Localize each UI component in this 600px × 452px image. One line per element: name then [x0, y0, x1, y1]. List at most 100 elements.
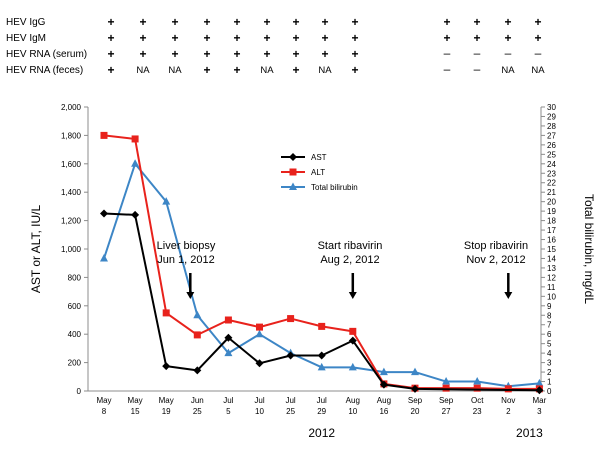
right-y-tick-label: 0 [547, 387, 552, 396]
status-cell: + [351, 47, 358, 61]
status-cell: + [473, 15, 480, 29]
ast-point [411, 384, 419, 393]
right-y-tick-label: 21 [547, 188, 556, 197]
left-y-tick-label: 400 [68, 330, 82, 339]
right-y-tick-label: 25 [547, 150, 556, 159]
status-cell: + [321, 15, 328, 29]
status-cell: + [534, 15, 541, 29]
status-cell: + [351, 15, 358, 29]
legend-item-ast: AST [281, 153, 327, 162]
total-bilirubin-point [317, 362, 326, 371]
total-bilirubin-point [224, 348, 233, 357]
ast-line [103, 212, 540, 392]
year-labels: 2012 2013 [308, 426, 543, 440]
ast-point [255, 359, 264, 368]
total-bilirubin-point [131, 159, 140, 167]
total-bilirubin-point [193, 310, 202, 319]
total-bilirubin-point [473, 377, 482, 385]
status-cell: + [321, 47, 328, 61]
annotation-line-2: Aug 2, 2012 [320, 254, 379, 266]
legend-item-alt: ALT [281, 168, 325, 177]
right-y-tick-label: 10 [547, 292, 556, 301]
year-label: 2013 [516, 426, 543, 440]
status-cell: + [139, 47, 146, 61]
year-label: 2012 [308, 426, 335, 440]
right-y-tick-label: 27 [547, 131, 556, 140]
ast-point [193, 366, 202, 375]
left-y-tick-label: 2,000 [61, 103, 82, 112]
right-y-ticks: 0123456789101112131415161718192021222324… [541, 103, 556, 396]
x-tick-label: Sep 27 [439, 396, 454, 416]
annotation: Start ribavirin Aug 2, 2012 [318, 240, 382, 299]
right-y-tick-label: 3 [547, 359, 552, 368]
left-y-tick-label: 1,000 [61, 245, 82, 254]
ast-point [162, 362, 171, 371]
status-cell: + [504, 31, 511, 45]
right-y-tick-label: 2 [547, 368, 552, 377]
right-y-tick-label: 12 [547, 273, 556, 282]
x-tick-label: Nov 2 [501, 396, 515, 416]
total-bilirubin-point [348, 362, 357, 371]
status-cell: + [443, 31, 450, 45]
alt-point [442, 384, 450, 392]
x-tick-label: May 19 [159, 396, 174, 416]
annotations: Liver biopsy Jun 1, 2012 Start ribavirin Au… [157, 240, 528, 299]
x-tick-label: Aug 10 [346, 396, 360, 416]
total-bilirubin-point [411, 367, 419, 376]
right-y-tick-label: 18 [547, 217, 556, 226]
status-cell: + [534, 31, 541, 45]
plot-area: 02004006008001,0001,2001,4001,6001,8002,… [61, 103, 556, 416]
left-y-tick-label: 1,200 [61, 217, 82, 226]
right-y-tick-label: 15 [547, 245, 556, 254]
status-cell: – [444, 62, 451, 76]
status-cell: + [473, 31, 480, 45]
left-y-tick-label: 1,600 [61, 160, 82, 169]
right-y-tick-label: 9 [547, 302, 552, 311]
ast-point [348, 336, 357, 345]
status-cell: + [292, 63, 299, 77]
total-bilirubin-point [442, 377, 451, 385]
alt-point [318, 322, 326, 330]
right-y-tick-label: 28 [547, 122, 556, 131]
legend-swatch-marker [289, 168, 297, 176]
status-cell: + [139, 15, 146, 29]
alt-point [193, 331, 201, 339]
alt-point [473, 384, 481, 392]
right-y-tick-label: 6 [547, 330, 552, 339]
status-cell: + [263, 47, 270, 61]
left-y-axis-title: AST or ALT, IU/L [29, 205, 43, 294]
status-cell: + [203, 15, 210, 29]
legend-label: Total bilirubin [311, 183, 358, 192]
status-cell: – [444, 46, 451, 60]
right-y-tick-label: 5 [547, 340, 552, 349]
series-layer [100, 131, 544, 395]
status-cell: – [474, 46, 481, 60]
alt-point [162, 309, 170, 317]
status-cell: + [107, 47, 114, 61]
left-y-tick-label: 1,800 [61, 131, 82, 140]
legend-label: ALT [311, 168, 325, 177]
status-cell: + [351, 63, 358, 77]
annotation-arrow-head [504, 292, 513, 299]
right-y-tick-label: 20 [547, 198, 556, 207]
status-cell: – [474, 62, 481, 76]
alt-point [256, 323, 263, 331]
x-tick-label: Jul 5 [223, 396, 233, 416]
x-tick-label: May 15 [128, 396, 143, 416]
total-bilirubin-point [162, 197, 171, 205]
legend-swatch-marker [289, 153, 297, 161]
ast-point [379, 380, 388, 389]
status-cell: + [504, 15, 511, 29]
x-tick-labels: May 8 May 15 May 19 Jun 25 Jul 5 Jul 10 Jul 25 Jul 29 Au… [96, 396, 546, 416]
right-y-tick-label: 29 [547, 112, 556, 121]
status-cell: + [233, 15, 240, 29]
right-y-tick-label: 22 [547, 179, 556, 188]
right-y-tick-label: 7 [547, 321, 552, 330]
legend: AST ALT Total bilirubin [281, 153, 358, 192]
right-y-tick-label: 14 [547, 254, 556, 263]
legend-label: AST [311, 153, 327, 162]
annotation: Stop ribavirin Nov 2, 2012 [464, 240, 528, 299]
status-cell: – [505, 46, 512, 60]
total-bilirubin-point [100, 253, 108, 262]
